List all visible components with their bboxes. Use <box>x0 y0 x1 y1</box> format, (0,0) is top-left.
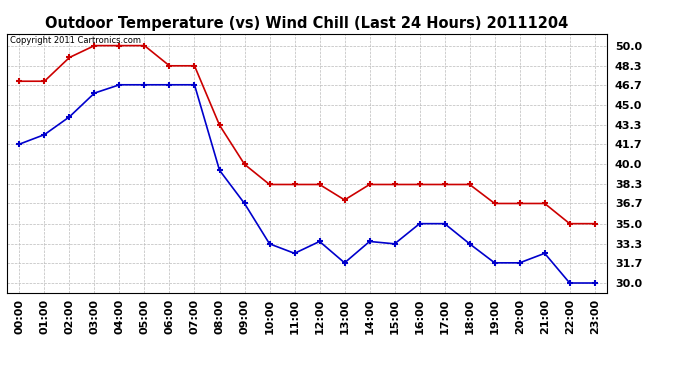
Text: Copyright 2011 Cartronics.com: Copyright 2011 Cartronics.com <box>10 36 141 45</box>
Title: Outdoor Temperature (vs) Wind Chill (Last 24 Hours) 20111204: Outdoor Temperature (vs) Wind Chill (Las… <box>46 16 569 31</box>
